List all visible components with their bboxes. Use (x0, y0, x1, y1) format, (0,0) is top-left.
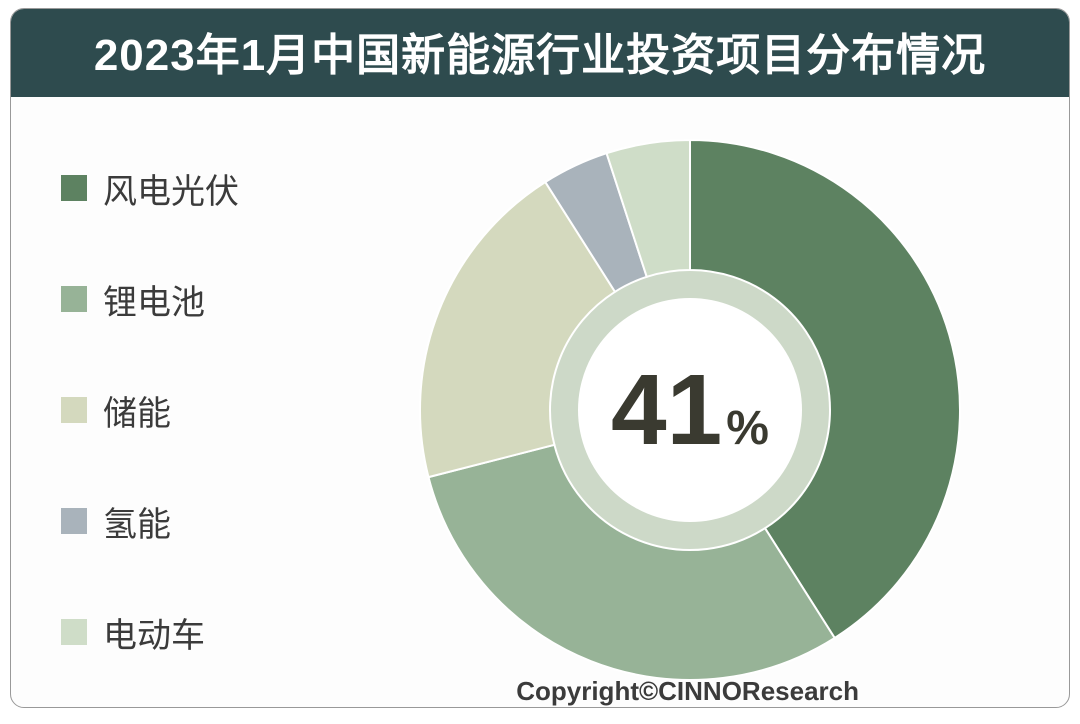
legend-item: 氢能 (61, 497, 311, 546)
legend: 风电光伏 锂电池 储能 氢能 电动车 (11, 164, 311, 657)
chart-content: 风电光伏 锂电池 储能 氢能 电动车 41% (11, 97, 1069, 708)
legend-label: 储能 (103, 386, 171, 435)
legend-label: 电动车 (103, 608, 205, 657)
donut-center-label: 41% (611, 360, 769, 460)
donut-chart: 41% (410, 130, 970, 690)
legend-item: 锂电池 (61, 275, 311, 324)
legend-swatch (61, 619, 87, 645)
chart-title: 2023年1月中国新能源行业投资项目分布情况 (11, 9, 1069, 97)
legend-swatch (61, 286, 87, 312)
legend-item: 储能 (61, 386, 311, 435)
legend-label: 风电光伏 (103, 164, 239, 213)
legend-item: 电动车 (61, 608, 311, 657)
copyright-text: Copyright©CINNOResearch (516, 676, 859, 707)
donut-center-value: 41 (611, 354, 722, 466)
legend-swatch (61, 175, 87, 201)
legend-label: 氢能 (103, 497, 171, 546)
legend-swatch (61, 508, 87, 534)
legend-label: 锂电池 (103, 275, 205, 324)
chart-area: 41% Copyright©CINNOResearch (311, 97, 1069, 708)
donut-center-suffix: % (726, 402, 769, 455)
legend-item: 风电光伏 (61, 164, 311, 213)
legend-swatch (61, 397, 87, 423)
chart-card: 2023年1月中国新能源行业投资项目分布情况 风电光伏 锂电池 储能 氢能 电动… (10, 8, 1070, 708)
